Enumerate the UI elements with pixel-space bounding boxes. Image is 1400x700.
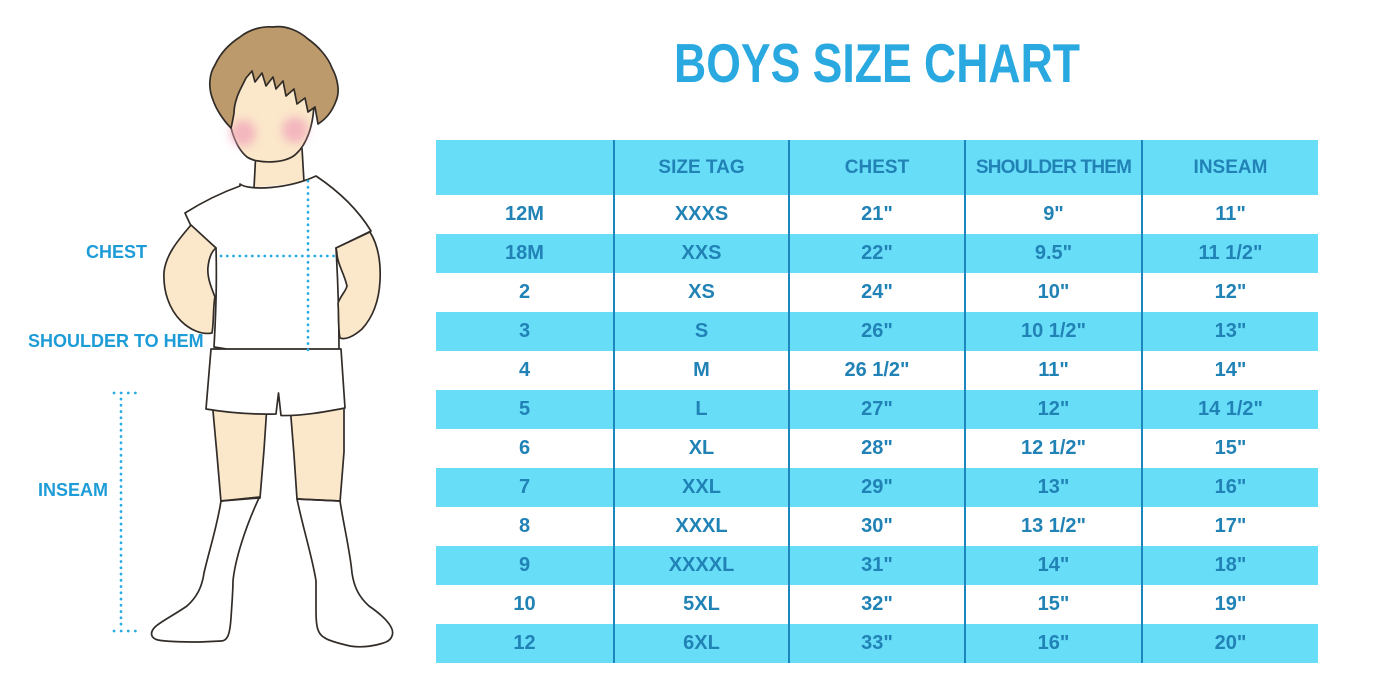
svg-text:INSEAM: INSEAM bbox=[38, 480, 108, 500]
svg-text:SHOULDER TO HEM: SHOULDER TO HEM bbox=[28, 331, 204, 351]
svg-text:CHEST: CHEST bbox=[86, 242, 147, 262]
